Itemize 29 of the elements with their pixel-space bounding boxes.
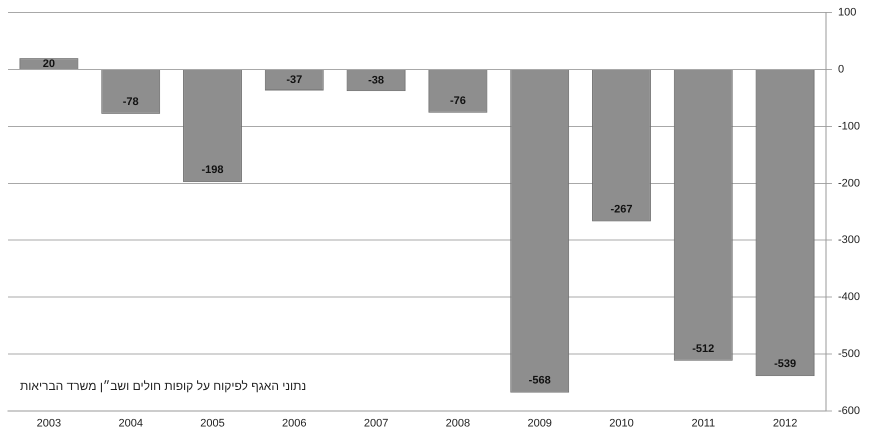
data-label: -198 [201, 164, 224, 176]
y-tick-label: 0 [838, 64, 844, 76]
y-tick-label: -400 [838, 291, 860, 304]
x-tick-label: 2011 [691, 417, 716, 430]
x-tick-label: 2007 [364, 417, 388, 430]
x-tick-label: 2008 [446, 417, 470, 430]
data-label: -38 [368, 74, 384, 86]
y-tick-label: -500 [838, 348, 860, 360]
x-tick-label: 2005 [200, 417, 225, 430]
y-tick-label: -600 [838, 404, 860, 417]
x-tick-label: 2006 [282, 417, 307, 430]
data-label: -539 [774, 358, 796, 370]
data-label: -37 [286, 74, 302, 86]
data-label: -267 [610, 203, 633, 216]
y-tick-label: -300 [838, 234, 860, 246]
data-label: -78 [122, 96, 139, 108]
data-label: -568 [528, 374, 551, 387]
data-label: -76 [450, 94, 466, 107]
x-tick-label: 2003 [36, 417, 62, 430]
y-tick-label: -100 [838, 120, 860, 132]
x-tick-label: 2010 [609, 417, 634, 430]
y-tick-label: -200 [838, 177, 860, 190]
annotation: נתוני האגף לפיקוח על קופות חולים ושב״ן משרד הבריאות [20, 378, 306, 393]
data-label: 20 [42, 58, 56, 70]
data-label: -512 [692, 342, 714, 355]
y-tick-label: 100 [838, 6, 856, 19]
x-tick-label: 2004 [118, 417, 143, 430]
x-tick-label: 2012 [772, 417, 798, 430]
x-tick-label: 2009 [527, 417, 552, 430]
